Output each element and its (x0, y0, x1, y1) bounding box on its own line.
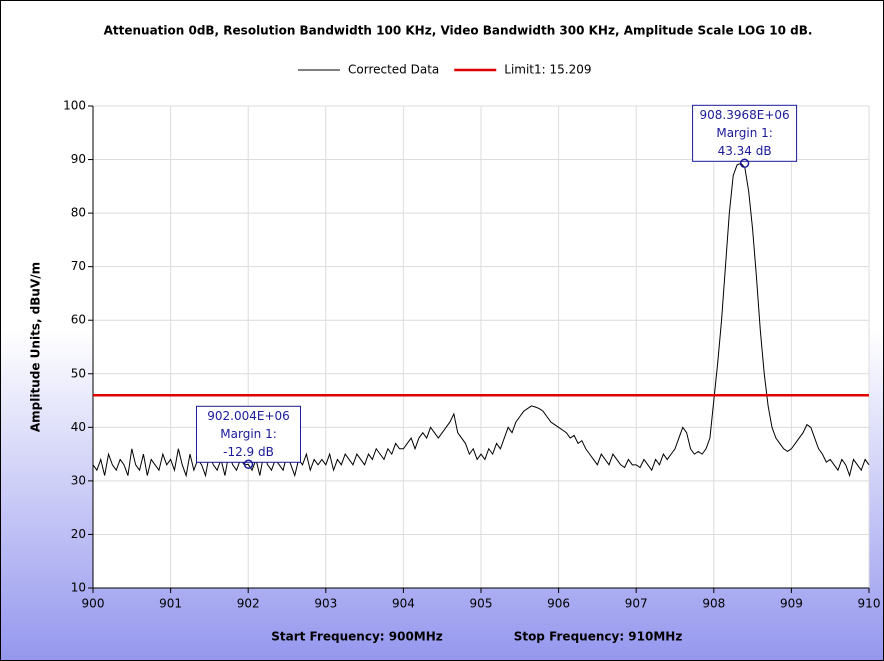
annotation-text: Margin 1: (716, 126, 772, 140)
y-tick-label: 70 (71, 259, 86, 273)
marker (243, 459, 254, 470)
y-tick-label: 60 (71, 313, 86, 327)
annotation-text: 902.004E+06 (207, 409, 290, 423)
y-tick-label: 80 (71, 206, 86, 220)
x-axis-label: Stop Frequency: 910MHz (514, 630, 683, 644)
x-tick-label: 910 (858, 597, 881, 611)
y-tick-label: 10 (71, 581, 86, 595)
x-tick-label: 901 (159, 597, 182, 611)
x-tick-label: 904 (392, 597, 415, 611)
annotation-box (692, 104, 798, 162)
annotation-text: 908.3968E+06 (700, 108, 790, 122)
x-tick-label: 907 (625, 597, 648, 611)
annotation-text: Margin 1: (220, 427, 276, 441)
x-tick-label: 909 (780, 597, 803, 611)
marker (739, 158, 750, 169)
x-tick-label: 903 (314, 597, 337, 611)
chart-title: Attenuation 0dB, Resolution Bandwidth 10… (104, 24, 813, 38)
x-tick-label: 908 (702, 597, 725, 611)
y-tick-label: 20 (71, 527, 86, 541)
y-tick-label: 50 (71, 366, 86, 380)
legend-label: Corrected Data (348, 63, 439, 77)
series-line (92, 162, 870, 478)
x-tick-label: 900 (82, 597, 105, 611)
x-tick-label: 905 (470, 597, 493, 611)
x-tick-label: 902 (237, 597, 260, 611)
legend-label: Limit1: 15.209 (504, 63, 591, 77)
y-tick-label: 30 (71, 473, 86, 487)
x-axis-label: Start Frequency: 900MHz (271, 630, 443, 644)
annotation-text: 43.34 dB (718, 144, 772, 158)
y-tick-label: 90 (71, 152, 86, 166)
annotation-box (196, 405, 302, 463)
y-axis-label: Amplitude Units, dBuV/m (29, 262, 43, 432)
x-tick-label: 906 (547, 597, 570, 611)
y-tick-label: 100 (63, 99, 86, 113)
y-tick-label: 40 (71, 420, 86, 434)
annotation-text: -12.9 dB (223, 445, 274, 459)
